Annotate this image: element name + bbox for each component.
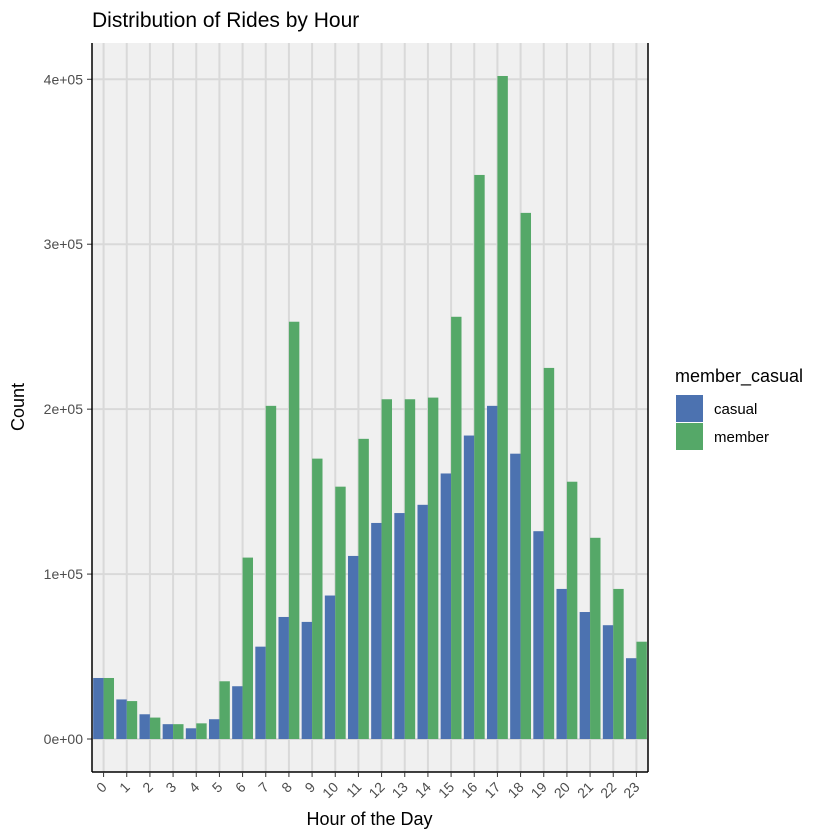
bar-casual-9 (301, 621, 313, 740)
bar-member-9 (312, 458, 323, 740)
x-tick-label: 14 (412, 779, 434, 801)
bar-casual-15 (440, 473, 452, 740)
bar-member-4 (196, 723, 207, 740)
bar-casual-11 (347, 555, 359, 740)
bar-casual-23 (625, 658, 637, 740)
bar-casual-14 (417, 504, 428, 740)
bar-casual-21 (579, 612, 591, 740)
x-tick-label: 18 (504, 779, 526, 801)
bar-casual-10 (324, 595, 336, 740)
bar-member-7 (265, 405, 277, 740)
bar-member-20 (566, 481, 578, 740)
bar-member-15 (451, 316, 462, 740)
x-tick-label: 8 (278, 779, 295, 796)
y-tick-label: 0e+00 (44, 731, 84, 747)
bar-member-13 (404, 399, 416, 740)
x-tick-label: 15 (435, 779, 457, 801)
x-axis-title: Hour of the Day (306, 809, 432, 829)
legend-key-member (676, 423, 703, 450)
bar-casual-20 (556, 588, 567, 740)
x-tick-label: 21 (574, 779, 596, 801)
bar-casual-16 (463, 435, 475, 740)
bar-casual-1 (116, 699, 127, 740)
chart-title: Distribution of Rides by Hour (92, 9, 359, 32)
bar-member-2 (149, 717, 161, 740)
legend: member_casual casual member (675, 366, 803, 450)
bar-member-10 (335, 486, 346, 740)
x-tick-label: 3 (162, 779, 179, 796)
y-axis-title: Count (8, 383, 28, 431)
x-tick-label: 1 (116, 779, 133, 796)
plot-panel (92, 43, 648, 772)
x-tick-label: 23 (620, 779, 642, 801)
bar-casual-5 (208, 719, 220, 740)
bar-casual-6 (232, 686, 243, 740)
bar-member-17 (497, 75, 508, 740)
bar-casual-13 (394, 513, 405, 740)
x-tick-label: 13 (389, 779, 411, 801)
bar-casual-7 (255, 646, 266, 740)
legend-title: member_casual (675, 366, 803, 387)
bar-member-21 (590, 537, 601, 740)
x-tick-label: 4 (186, 779, 203, 796)
bar-member-0 (103, 677, 115, 740)
bar-casual-22 (602, 625, 614, 740)
x-tick-label: 22 (597, 779, 619, 801)
bar-member-12 (381, 399, 393, 740)
bar-member-11 (358, 438, 369, 740)
y-tick-label: 2e+05 (44, 401, 84, 417)
bar-member-3 (173, 724, 184, 740)
bar-casual-2 (139, 714, 150, 740)
x-tick-label: 9 (301, 779, 318, 796)
bar-member-1 (126, 701, 138, 740)
x-tick-label: 6 (232, 779, 249, 796)
x-tick-label: 17 (481, 779, 503, 801)
x-tick-label: 5 (209, 779, 226, 796)
legend-label-member: member (714, 429, 769, 446)
x-tick-label: 0 (93, 779, 110, 796)
bar-casual-12 (371, 522, 382, 740)
bar-casual-4 (185, 728, 197, 740)
bar-member-23 (636, 641, 647, 740)
bar-casual-3 (162, 724, 174, 740)
y-tick-label: 3e+05 (44, 236, 84, 252)
y-tick-label: 1e+05 (44, 566, 84, 582)
bar-casual-17 (486, 405, 498, 740)
bar-member-19 (543, 367, 555, 740)
bar-member-8 (288, 321, 300, 740)
y-tick-label: 4e+05 (44, 71, 84, 87)
x-tick-label: 20 (551, 779, 573, 801)
legend-label-casual: casual (714, 401, 757, 418)
bar-member-5 (219, 681, 230, 740)
x-tick-label: 12 (365, 779, 387, 801)
x-tick-label: 11 (343, 779, 365, 801)
legend-key-casual (676, 395, 703, 422)
bar-casual-18 (510, 453, 521, 740)
bar-casual-0 (93, 677, 104, 740)
x-tick-label: 7 (255, 779, 272, 796)
bar-member-16 (474, 174, 485, 740)
bar-member-6 (242, 557, 254, 740)
bar-member-18 (520, 212, 532, 740)
bar-member-22 (613, 588, 624, 740)
x-tick-label: 19 (528, 779, 550, 801)
x-tick-label: 16 (458, 779, 480, 801)
bar-casual-8 (278, 616, 289, 740)
x-tick-label: 10 (319, 779, 341, 801)
x-tick-label: 2 (139, 779, 156, 796)
bar-member-14 (427, 397, 439, 740)
bar-casual-19 (533, 531, 544, 740)
